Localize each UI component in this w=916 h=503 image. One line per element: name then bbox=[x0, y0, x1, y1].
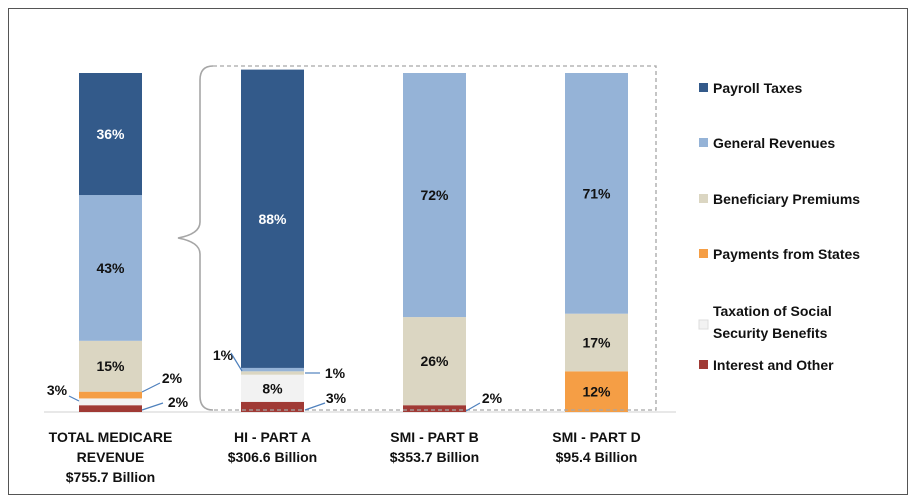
data-label-general-revenues-2: 1% bbox=[213, 347, 234, 363]
category-labels-group: TOTAL MEDICARE REVENUE $755.7 Billion HI - … bbox=[49, 429, 641, 485]
dashed-zoom-box bbox=[213, 65, 657, 411]
x-tick-label-2-1: HI - PART A bbox=[234, 429, 311, 445]
x-tick-label-4-1: SMI - PART D bbox=[552, 429, 640, 445]
data-label-payroll-taxes-1: 36% bbox=[96, 126, 125, 142]
legend: Payroll Taxes General Revenues Beneficiary… bbox=[698, 80, 860, 373]
bar-segment-beneficiary-premiums-4 bbox=[565, 313, 628, 372]
x-tick-label-1-2: REVENUE bbox=[77, 449, 145, 465]
data-label-interest-and-other-2: 3% bbox=[326, 390, 347, 406]
bar-segment-general-revenues-2 bbox=[241, 367, 304, 372]
legend-label-payments-from-states: Payments from States bbox=[713, 246, 860, 262]
data-label-beneficiary-premiums-2: 1% bbox=[325, 365, 346, 381]
bar-segment-beneficiary-premiums-1 bbox=[79, 340, 142, 392]
data-label-interest-and-other-3: 2% bbox=[482, 390, 503, 406]
data-label-extra-1: 3% bbox=[47, 382, 68, 398]
x-tick-label-2-2: $306.6 Billion bbox=[228, 449, 317, 465]
legend-label-interest-and-other: Interest and Other bbox=[713, 357, 834, 373]
data-label-interest-and-other-1: 2% bbox=[168, 394, 189, 410]
bar-segment-payments-from-states-1 bbox=[79, 391, 142, 399]
data-label-payments-from-states-1: 2% bbox=[162, 370, 183, 386]
bar-segment-taxation-of-social-security-benefits-1 bbox=[79, 398, 142, 406]
data-label-beneficiary-premiums-4: 17% bbox=[582, 335, 611, 351]
x-tick-label-1-3: $755.7 Billion bbox=[66, 469, 155, 485]
leader-line-6 bbox=[304, 402, 326, 411]
data-label-payroll-taxes-2: 88% bbox=[258, 211, 287, 227]
leader-line-1 bbox=[68, 395, 80, 402]
legend-swatch-interest-and-other bbox=[699, 360, 708, 369]
leader-line-4 bbox=[230, 352, 243, 372]
data-label-payments-from-states-4: 12% bbox=[582, 384, 611, 400]
curly-bracket bbox=[177, 65, 214, 411]
bar-segment-payroll-taxes-1 bbox=[79, 73, 142, 196]
bar-segment-beneficiary-premiums-2 bbox=[241, 371, 304, 375]
leader-line-3 bbox=[141, 402, 164, 411]
bar-segment-general-revenues-3 bbox=[403, 73, 466, 318]
bar-segment-general-revenues-4 bbox=[565, 73, 628, 314]
x-tick-label-4-2: $95.4 Billion bbox=[556, 449, 638, 465]
legend-swatch-payroll-taxes bbox=[699, 83, 708, 92]
data-label-beneficiary-premiums-1: 15% bbox=[96, 358, 125, 374]
legend-label-payroll-taxes: Payroll Taxes bbox=[713, 80, 802, 96]
x-tick-label-1-1: TOTAL MEDICARE bbox=[49, 429, 173, 445]
bar-segment-interest-and-other-3 bbox=[403, 405, 466, 412]
bar-segment-beneficiary-premiums-3 bbox=[403, 317, 466, 406]
data-label-general-revenues-4: 71% bbox=[582, 185, 611, 201]
legend-swatch-payments-from-states bbox=[699, 249, 708, 258]
legend-label-taxation-of-social-security-benefits-1: Taxation of Social bbox=[713, 303, 832, 319]
legend-swatch-taxation-of-social-security-benefits bbox=[698, 319, 709, 330]
segment-labels-group: 36% 43% 15% 2% 2% 88% 8% 3% 1% 1% 72% 26% 2% 71% 17% 12… bbox=[47, 126, 611, 412]
legend-label-general-revenues: General Revenues bbox=[713, 135, 835, 151]
leader-line-7 bbox=[465, 402, 481, 412]
data-label-general-revenues-3: 72% bbox=[420, 187, 449, 203]
legend-label-taxation-of-social-security-benefits-2: Security Benefits bbox=[713, 325, 828, 341]
bar-segment-interest-and-other-1 bbox=[79, 405, 142, 412]
bar-segment-payments-from-states-4 bbox=[565, 371, 628, 412]
legend-label-beneficiary-premiums: Beneficiary Premiums bbox=[713, 191, 860, 207]
x-tick-label-3-1: SMI - PART B bbox=[390, 429, 478, 445]
legend-swatch-general-revenues bbox=[699, 138, 708, 147]
legend-swatch-beneficiary-premiums bbox=[699, 194, 708, 203]
data-label-taxation-of-social-security-benefits-2: 8% bbox=[262, 380, 283, 396]
zoom-bracket bbox=[177, 65, 657, 411]
bar-segment-interest-and-other-2 bbox=[241, 401, 304, 412]
bar-segment-taxation-of-social-security-benefits-2 bbox=[241, 374, 304, 402]
bar-segment-payroll-taxes-2 bbox=[241, 69, 304, 368]
leader-line-2 bbox=[141, 382, 161, 393]
x-tick-label-3-2: $353.7 Billion bbox=[390, 449, 479, 465]
data-label-beneficiary-premiums-3: 26% bbox=[420, 353, 449, 369]
data-label-general-revenues-1: 43% bbox=[96, 260, 125, 276]
bars-group bbox=[44, 69, 676, 413]
bar-segment-general-revenues-1 bbox=[79, 195, 142, 341]
